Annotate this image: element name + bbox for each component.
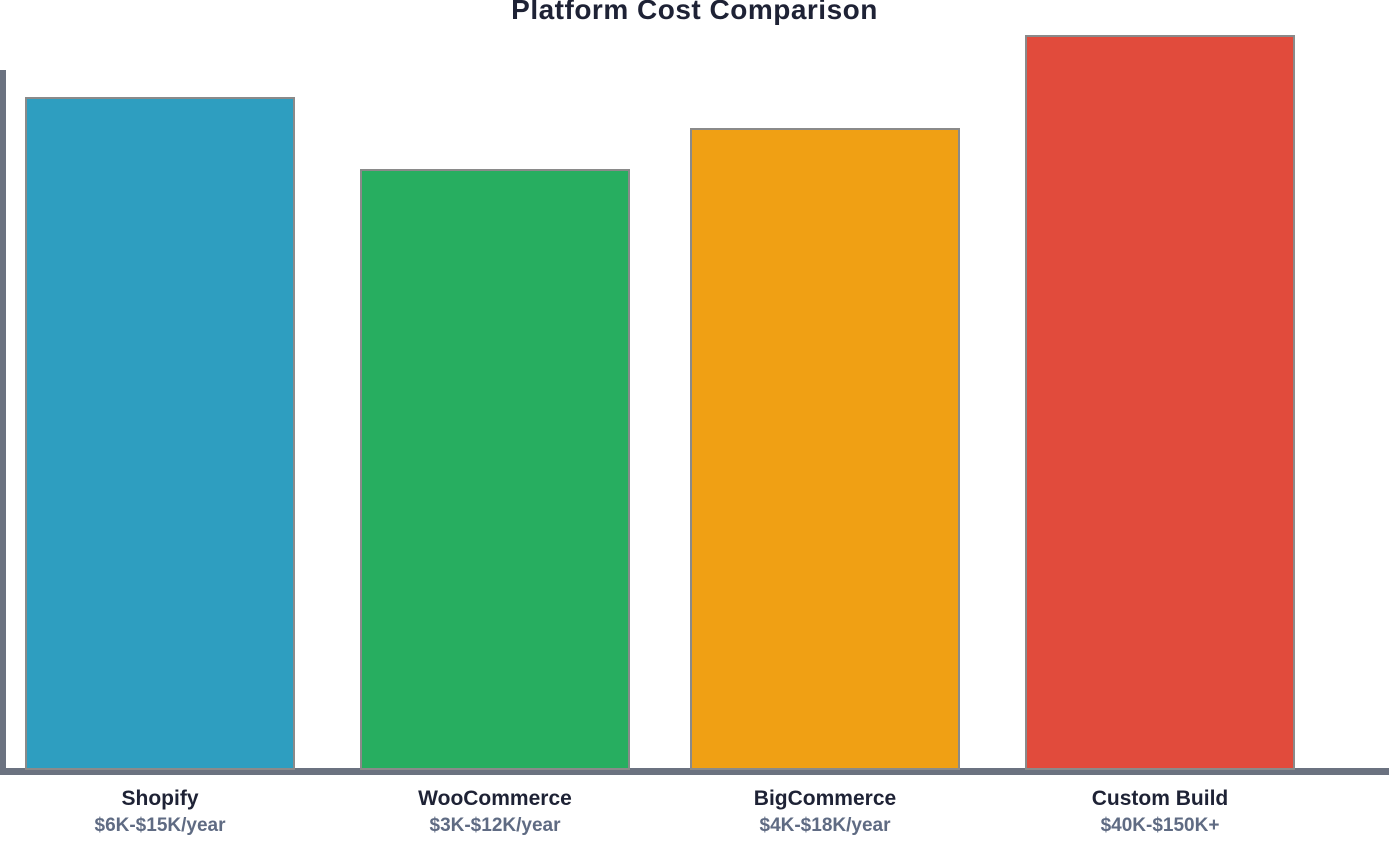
bar-shopify: [25, 97, 295, 770]
cost-range-label-custom-build: $40K-$150K+: [1100, 815, 1220, 837]
cost-range-label-woocommerce: $3K-$12K/year: [429, 815, 561, 837]
x-axis-line: [0, 768, 1389, 775]
category-label-custom-build: Custom Build: [1091, 787, 1229, 810]
category-label-shopify: Shopify: [121, 787, 199, 810]
chart-title: Platform Cost Comparison: [511, 0, 878, 25]
bar-woocommerce: [360, 169, 630, 770]
label-group-woocommerce: WooCommerce $3K-$12K/year: [360, 786, 630, 838]
cost-range-label-bigcommerce: $4K-$18K/year: [759, 815, 891, 837]
bar-bigcommerce: [690, 128, 960, 770]
label-group-shopify: Shopify $6K-$15K/year: [25, 786, 295, 838]
label-group-custom-build: Custom Build $40K-$150K+: [1025, 786, 1295, 838]
label-group-bigcommerce: BigCommerce $4K-$18K/year: [690, 786, 960, 838]
bar-custom-build: [1025, 35, 1295, 770]
category-label-woocommerce: WooCommerce: [418, 787, 572, 810]
cost-range-label-shopify: $6K-$15K/year: [94, 815, 226, 837]
y-axis-line: [0, 70, 6, 775]
category-label-bigcommerce: BigCommerce: [753, 787, 897, 810]
